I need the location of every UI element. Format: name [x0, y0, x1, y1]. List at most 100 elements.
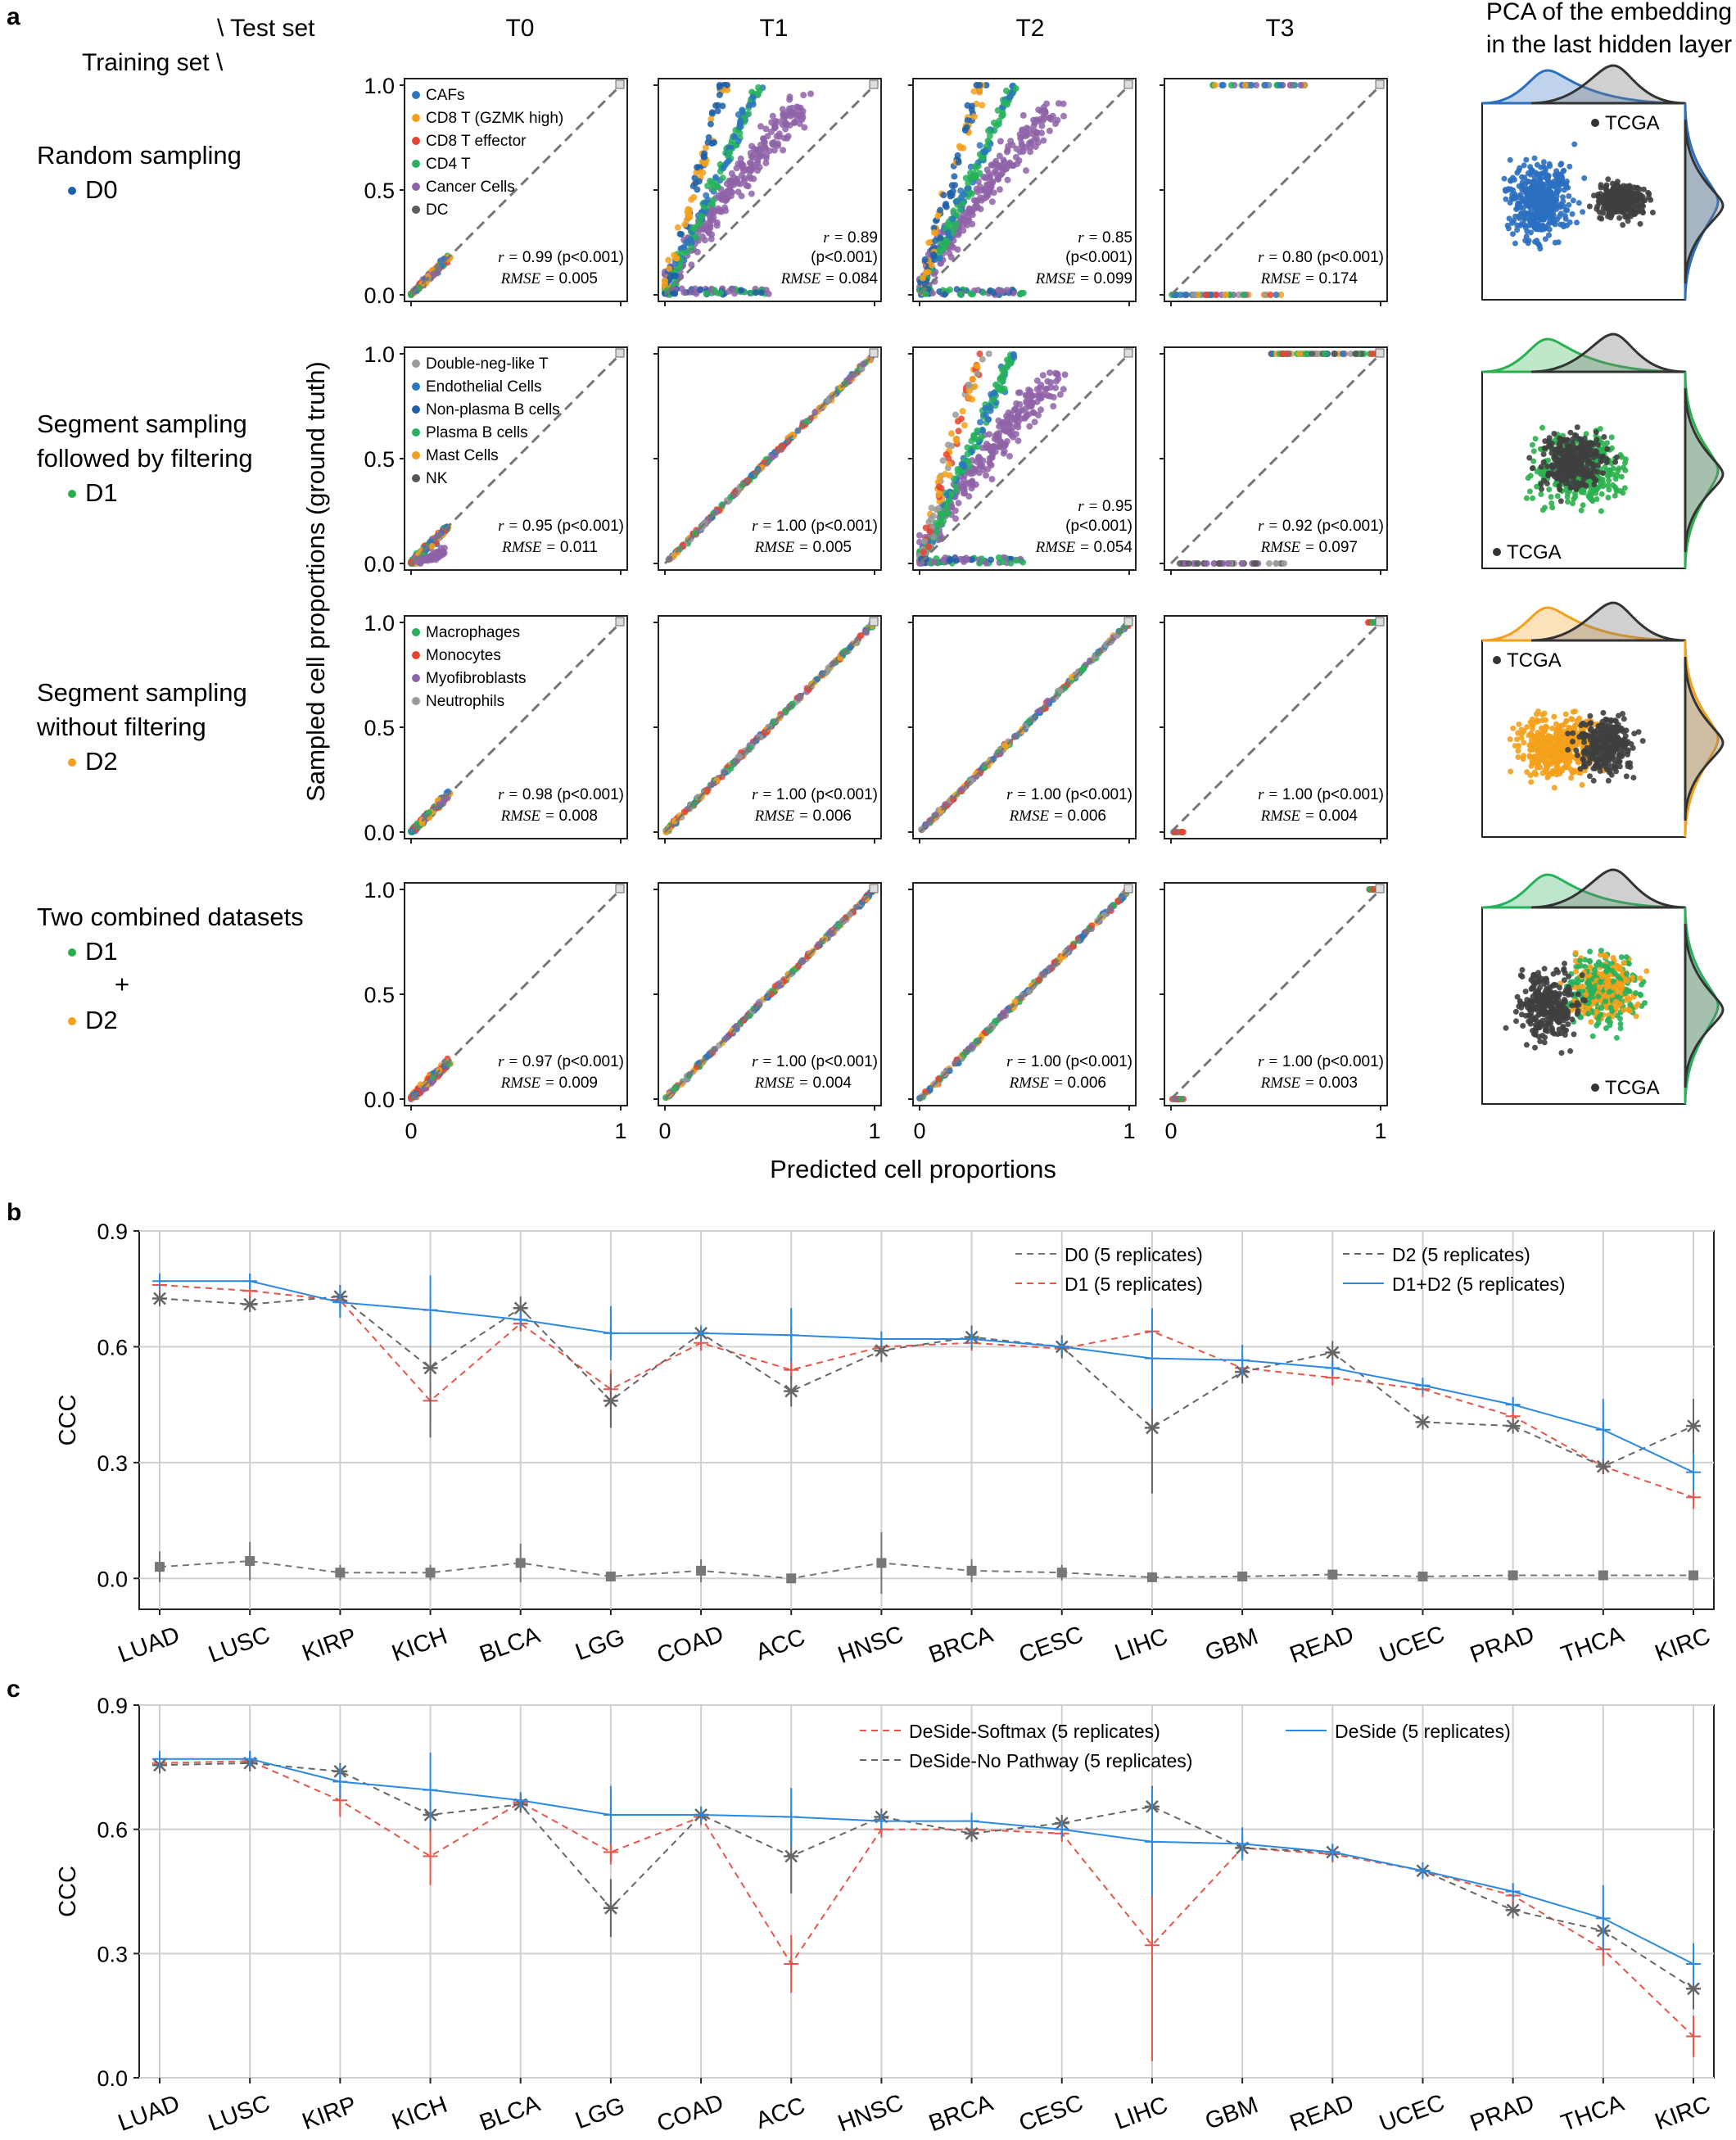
data-point — [1044, 697, 1051, 704]
pca-point — [1548, 500, 1555, 506]
legend-marker — [412, 360, 420, 368]
data-point — [950, 207, 957, 215]
data-point — [1012, 85, 1019, 92]
data-point — [801, 124, 808, 131]
data-point — [685, 212, 692, 219]
data-point — [703, 290, 710, 297]
stat-r-value: 1.00 — [1031, 786, 1065, 803]
pca-point — [1526, 488, 1533, 495]
data-point — [729, 285, 736, 292]
data-point — [970, 88, 978, 95]
data-point — [982, 147, 989, 155]
stat-rmse-value: 0.099 — [1093, 270, 1132, 287]
data-point — [705, 133, 712, 141]
data-point — [1225, 560, 1232, 567]
stat-p: (p<0.001) — [557, 249, 624, 266]
data-point — [986, 133, 993, 139]
data-point — [974, 197, 981, 204]
data-point — [995, 287, 1002, 294]
pca-title-line2: in the last hidden layer — [1486, 31, 1732, 58]
pca-tcga-point — [1556, 448, 1562, 455]
pca-point — [1546, 486, 1553, 493]
data-point — [947, 286, 953, 293]
pca-tcga-point — [1638, 193, 1644, 200]
data-point — [1050, 394, 1057, 400]
data-point — [997, 138, 1004, 145]
data-point — [1060, 100, 1067, 107]
data-point — [1000, 156, 1007, 164]
data-point — [1012, 405, 1019, 413]
pca-tcga-point — [1548, 446, 1555, 452]
data-point — [937, 255, 943, 262]
stat-p: (p<0.001) — [1317, 518, 1384, 535]
data-point — [1248, 82, 1255, 88]
legend-marker — [412, 451, 420, 459]
data-point — [1051, 369, 1059, 377]
stat-p: (p<0.001) — [811, 518, 878, 535]
data-point — [1038, 122, 1046, 129]
test-set-T1: T1 — [759, 15, 788, 42]
y-tick-label: 0.5 — [364, 716, 395, 740]
data-point — [1001, 369, 1008, 375]
data-point — [1240, 292, 1247, 298]
legend-label: Myofibroblasts — [426, 670, 527, 687]
data-point — [943, 221, 951, 228]
data-point — [681, 221, 689, 228]
pca-tcga-point — [1563, 476, 1570, 482]
data-point — [961, 220, 968, 228]
stat-r-symbol: r = — [1078, 498, 1102, 515]
data-point — [693, 233, 700, 241]
stat-rmse: RMSE = 0.008 — [500, 808, 598, 825]
data-point — [739, 164, 747, 171]
data-point — [726, 178, 734, 185]
data-point — [1019, 111, 1027, 119]
legend-label: CD4 T — [426, 156, 471, 173]
data-point — [747, 167, 754, 174]
y-axis-label-a: Sampled cell proportions (ground truth) — [301, 361, 330, 802]
data-point — [1182, 292, 1188, 298]
stat-p: (p<0.001) — [557, 518, 624, 535]
stat-rmse-value: 0.004 — [1318, 808, 1358, 825]
data-point — [1047, 379, 1055, 386]
data-point — [960, 482, 967, 490]
data-point — [952, 182, 958, 189]
stat-rmse: RMSE = 0.099 — [1035, 270, 1132, 287]
identity-line — [663, 80, 879, 296]
data-point — [976, 82, 983, 88]
data-point — [1023, 411, 1030, 418]
pca-point — [1531, 155, 1538, 161]
data-point — [939, 457, 947, 464]
pca-tcga-point — [1626, 183, 1633, 189]
pca-point — [1553, 174, 1560, 181]
data-point — [979, 102, 986, 109]
data-point — [998, 559, 1006, 566]
pca-point — [1570, 500, 1576, 507]
data-point — [1339, 351, 1346, 357]
data-point — [1186, 560, 1192, 567]
stat-p: (p<0.001) — [811, 249, 878, 266]
data-point — [748, 143, 755, 150]
data-point — [921, 256, 929, 263]
data-point — [1030, 409, 1038, 417]
legend-label: DC — [426, 201, 448, 219]
data-point — [988, 454, 996, 461]
data-point — [739, 106, 746, 114]
data-point — [749, 93, 757, 101]
corner-marker — [869, 348, 879, 358]
pca-point — [1574, 219, 1580, 226]
data-point — [1046, 115, 1053, 122]
data-point — [988, 476, 996, 482]
data-point — [944, 238, 951, 245]
pca-point — [1598, 508, 1604, 514]
data-point — [983, 193, 990, 201]
pca-point — [1544, 198, 1551, 205]
data-point — [984, 138, 992, 145]
stat-rmse-value: 0.011 — [560, 539, 598, 556]
pca-point — [1547, 163, 1553, 170]
data-point — [694, 248, 701, 256]
pca-point — [1521, 187, 1528, 193]
data-point — [691, 174, 698, 182]
data-point — [977, 418, 983, 426]
pca-point — [1605, 495, 1612, 500]
legend-marker — [412, 628, 420, 636]
